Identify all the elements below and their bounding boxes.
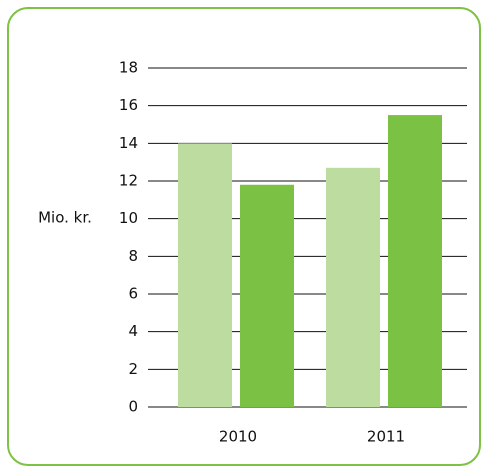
y-tick-label: 12	[119, 172, 138, 190]
y-tick-label: 16	[119, 96, 138, 114]
y-tick-label: 6	[128, 285, 138, 303]
y-tick-label: 10	[119, 209, 138, 227]
y-tick-label: 18	[119, 59, 138, 77]
bar	[388, 115, 442, 407]
y-tick-label: 4	[128, 322, 138, 340]
y-tick-label: 14	[119, 134, 138, 152]
bar	[326, 167, 380, 407]
bar	[178, 143, 232, 408]
y-tick-label: 2	[128, 360, 138, 378]
y-tick-label: 0	[128, 398, 138, 416]
y-axis-label: Mio. kr.	[38, 209, 92, 227]
x-tick-label: 2010	[219, 428, 257, 446]
y-tick-label: 8	[128, 247, 138, 265]
x-tick-label: 2011	[367, 428, 405, 446]
bar	[240, 184, 294, 407]
frame	[7, 7, 481, 466]
